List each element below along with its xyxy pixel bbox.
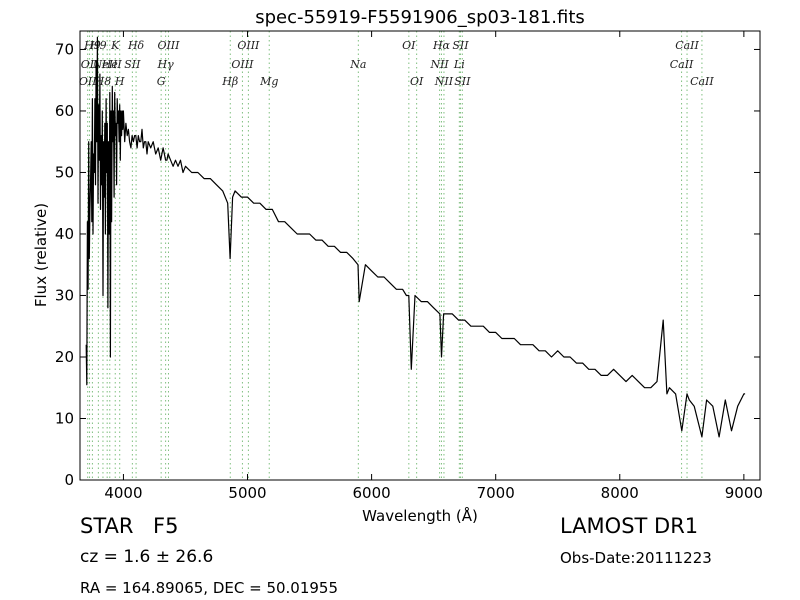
redshift-text: cz = 1.6 ± 26.6 [80,547,214,567]
line-label: NII [429,58,449,71]
line-label: SII [124,58,141,71]
line-label: OI [402,39,416,52]
x-tick-label: 8000 [601,484,639,502]
line-label: Hγ [157,58,175,71]
spectrum-line-layer [85,36,746,438]
y-tick-label: 50 [55,163,74,181]
line-label: K [110,39,120,52]
line-label: OII [81,58,99,71]
observation-date: Obs-Date:20111223 [560,549,712,567]
coordinates-text: RA = 164.89065, DEC = 50.01955 [80,579,339,597]
y-tick-label: 60 [55,102,74,120]
line-label: OIII [231,58,254,71]
line-label: CaII [690,75,714,88]
line-label: OIII [157,39,180,52]
line-label: Li [453,58,465,71]
y-tick-label: 30 [55,286,74,304]
line-label: Na [349,58,366,71]
line-label: Hδ [127,39,145,52]
y-tick-label: 20 [55,348,74,366]
line-label: H9 [83,39,101,52]
axis-ticks-layer: 4000 5000 6000 7000 8000 9000 0 10 20 30 40 50 60 70 [55,31,763,502]
x-tick-label: 5000 [228,484,266,502]
x-axis-label: Wavelength (Å) [362,506,478,525]
line-label: Mg [259,75,278,88]
line-markers-layer [87,31,703,480]
line-label: H [114,75,125,88]
object-subclass: F5 [153,514,179,538]
line-label: G [157,75,166,88]
x-tick-label: 6000 [353,484,391,502]
line-label: CaII [670,58,694,71]
spectrum-line [85,36,746,438]
line-label: OIII [237,39,260,52]
line-labels-layer: OIIOIIH9H9H8NeIIIHeKHSIIHδGHγOIIIHβOIIIO… [79,39,715,88]
line-label: OI [410,75,424,88]
object-class: STAR [80,514,134,538]
y-tick-label: 40 [55,225,74,243]
line-label: He [101,58,119,71]
chart-title: spec-55919-F5591906_sp03-181.fits [255,7,585,28]
axes-frame [79,30,761,481]
line-label: OII [79,75,97,88]
line-label: Hβ [221,75,238,88]
line-label: SII [452,39,469,52]
line-label: SII [454,75,471,88]
line-label: CaII [675,39,699,52]
x-tick-label: 4000 [104,484,142,502]
x-tick-label: 7000 [477,484,515,502]
y-tick-label: 0 [64,471,74,489]
line-label: Hα [432,39,451,52]
y-tick-label: 70 [55,40,74,58]
line-label: NII [434,75,454,88]
x-tick-label: 9000 [725,484,763,502]
y-tick-label: 10 [55,409,74,427]
survey-name: LAMOST DR1 [560,514,699,538]
y-axis-label: Flux (relative) [32,203,50,307]
line-label: NeIII [92,58,123,71]
